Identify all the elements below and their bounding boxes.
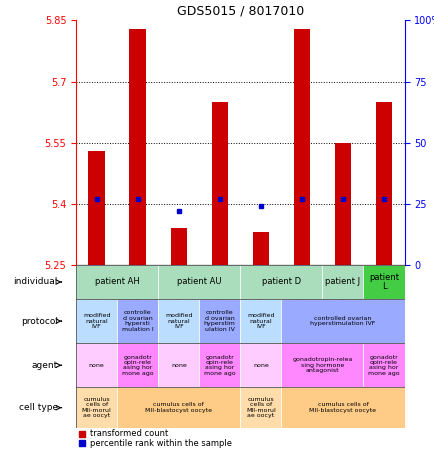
Text: GSM1068181: GSM1068181 bbox=[216, 269, 222, 316]
Text: controlled ovarian
hyperstimulation IVF: controlled ovarian hyperstimulation IVF bbox=[309, 316, 375, 326]
Bar bbox=[211, 102, 227, 265]
Bar bbox=[375, 102, 391, 265]
Bar bbox=[281, 299, 404, 343]
Text: none: none bbox=[171, 363, 186, 368]
Bar bbox=[293, 29, 309, 265]
Bar bbox=[76, 265, 117, 344]
Bar bbox=[117, 343, 158, 387]
Bar bbox=[240, 299, 281, 343]
Bar bbox=[240, 387, 281, 428]
Bar bbox=[76, 387, 117, 428]
Bar bbox=[117, 387, 240, 428]
Text: patient J: patient J bbox=[325, 278, 360, 286]
Text: none: none bbox=[253, 363, 268, 368]
Text: GSM1068184: GSM1068184 bbox=[380, 269, 386, 316]
Text: gonadotr
opin-rele
asing hor
mone ago: gonadotr opin-rele asing hor mone ago bbox=[367, 355, 399, 376]
Bar bbox=[281, 387, 404, 428]
Text: cumulus
cells of
MII-morul
ae oocyt: cumulus cells of MII-morul ae oocyt bbox=[245, 397, 275, 418]
Bar bbox=[252, 232, 269, 265]
Text: GSM1068183: GSM1068183 bbox=[339, 269, 345, 316]
Bar bbox=[158, 343, 199, 387]
Bar bbox=[76, 265, 158, 299]
Text: cumulus
cells of
MII-morul
ae oocyt: cumulus cells of MII-morul ae oocyt bbox=[82, 397, 111, 418]
Text: none: none bbox=[89, 363, 104, 368]
Bar bbox=[240, 265, 281, 344]
Text: GSM1068182: GSM1068182 bbox=[298, 269, 304, 316]
Bar bbox=[158, 265, 199, 344]
Bar bbox=[240, 265, 322, 299]
Bar bbox=[117, 299, 158, 343]
Text: GSM1068180: GSM1068180 bbox=[135, 269, 140, 316]
Text: modified
natural
IVF: modified natural IVF bbox=[247, 313, 274, 329]
Text: gonadotropin-relea
sing hormone
antagonist: gonadotropin-relea sing hormone antagoni… bbox=[292, 357, 352, 373]
Title: GDS5015 / 8017010: GDS5015 / 8017010 bbox=[176, 5, 303, 18]
Text: cumulus cells of
MII-blastocyst oocyte: cumulus cells of MII-blastocyst oocyte bbox=[309, 403, 375, 413]
Text: modified
natural
IVF: modified natural IVF bbox=[83, 313, 110, 329]
Bar bbox=[158, 265, 240, 299]
Text: GSM1068187: GSM1068187 bbox=[257, 269, 263, 316]
Bar bbox=[129, 29, 145, 265]
Text: agent: agent bbox=[32, 361, 58, 370]
Text: GSM1068186: GSM1068186 bbox=[93, 269, 99, 316]
Text: patient AH: patient AH bbox=[95, 278, 139, 286]
Bar bbox=[170, 228, 187, 265]
Text: modified
natural
IVF: modified natural IVF bbox=[164, 313, 192, 329]
Bar bbox=[158, 299, 199, 343]
Text: gonadotr
opin-rele
asing hor
mone ago: gonadotr opin-rele asing hor mone ago bbox=[204, 355, 235, 376]
Text: GSM1068185: GSM1068185 bbox=[175, 269, 181, 316]
Text: percentile rank within the sample: percentile rank within the sample bbox=[90, 439, 232, 448]
Bar bbox=[363, 265, 404, 299]
Text: cell type: cell type bbox=[19, 403, 58, 412]
Bar bbox=[76, 343, 117, 387]
Text: controlle
d ovarian
hyperstim
ulation IV: controlle d ovarian hyperstim ulation IV bbox=[204, 310, 235, 332]
Text: patient AU: patient AU bbox=[177, 278, 221, 286]
Bar bbox=[199, 343, 240, 387]
Bar bbox=[363, 343, 404, 387]
Bar bbox=[363, 265, 404, 344]
Bar bbox=[76, 299, 117, 343]
Text: patient D: patient D bbox=[261, 278, 300, 286]
Text: protocol: protocol bbox=[21, 317, 58, 326]
Bar bbox=[199, 299, 240, 343]
Text: patient
L: patient L bbox=[368, 273, 398, 291]
Bar bbox=[117, 265, 158, 344]
Text: individual: individual bbox=[13, 278, 58, 286]
Bar bbox=[334, 143, 350, 265]
Bar bbox=[88, 151, 105, 265]
Bar bbox=[240, 343, 281, 387]
Bar bbox=[281, 265, 322, 344]
Text: controlle
d ovarian
hypersti
mulation I: controlle d ovarian hypersti mulation I bbox=[122, 310, 153, 332]
Text: transformed count: transformed count bbox=[90, 429, 168, 439]
Text: gonadotr
opin-rele
asing hor
mone ago: gonadotr opin-rele asing hor mone ago bbox=[122, 355, 153, 376]
Text: cumulus cells of
MII-blastocyst oocyte: cumulus cells of MII-blastocyst oocyte bbox=[145, 403, 212, 413]
Bar bbox=[199, 265, 240, 344]
Bar bbox=[322, 265, 363, 299]
Bar bbox=[322, 265, 363, 344]
Bar bbox=[281, 343, 363, 387]
